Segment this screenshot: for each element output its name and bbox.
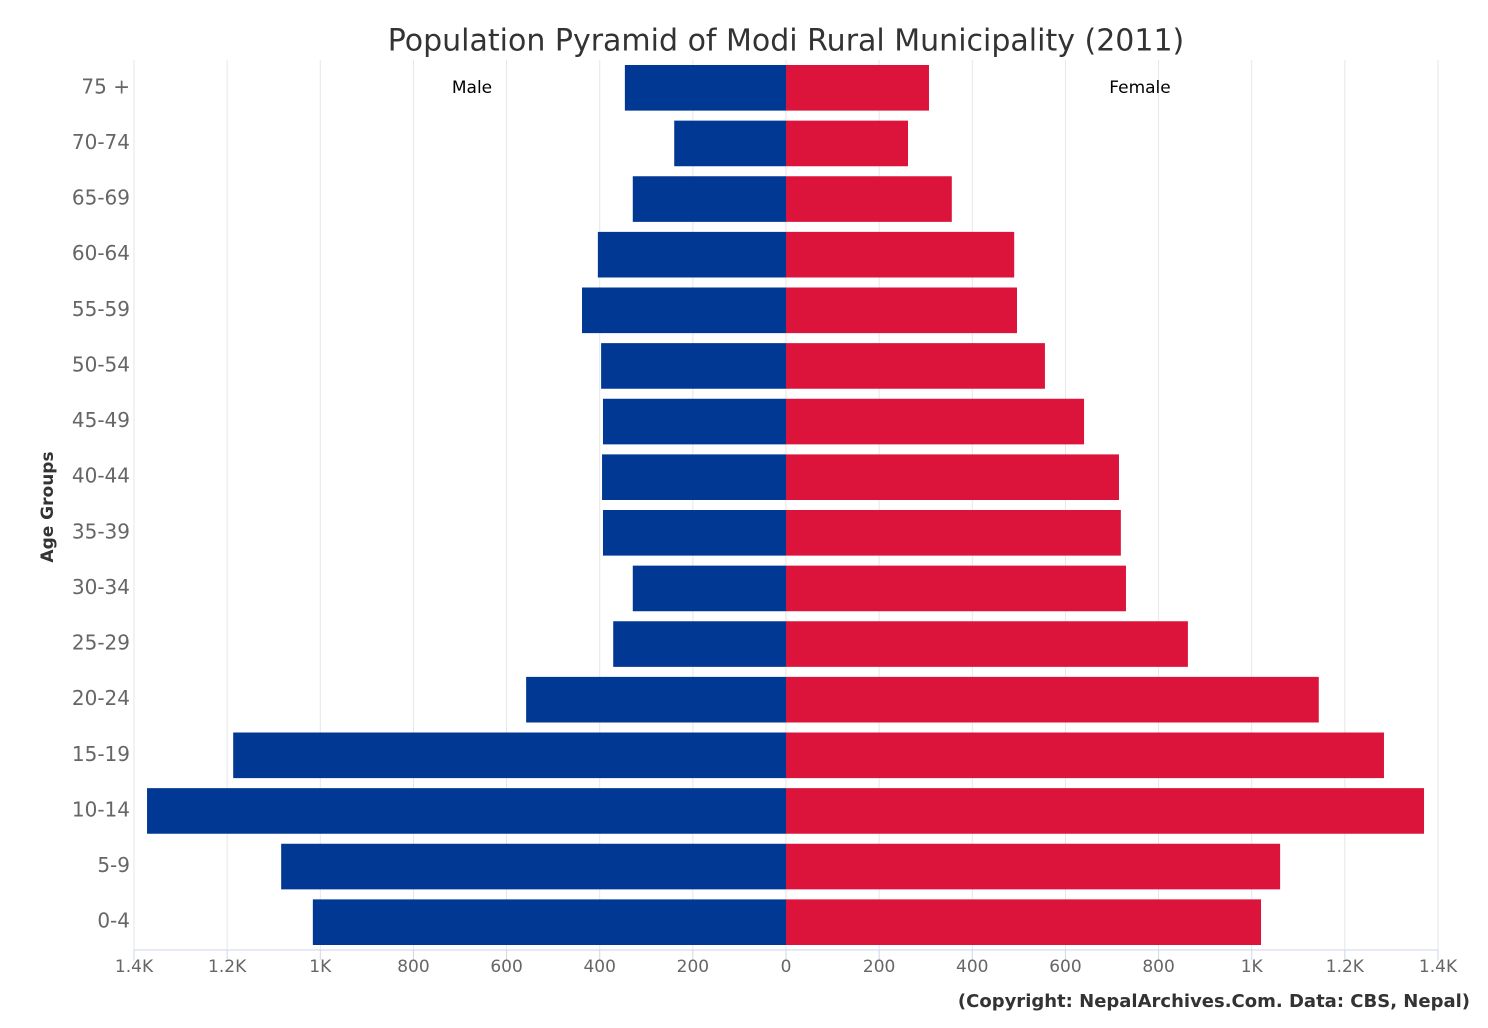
bar [786,176,952,222]
bar [674,120,786,167]
bar [786,676,1319,723]
y-tick-label: 55-59 [72,297,130,321]
bar [147,788,787,834]
x-tick-label: 200 [677,957,709,977]
bar [786,343,1045,389]
x-tick-label: 1K [309,957,332,977]
x-tick-label: 0 [781,957,792,977]
bar [786,287,1017,334]
bar [602,510,786,556]
chart-title: Population Pyramid of Modi Rural Municip… [388,24,1185,59]
bar [602,398,786,445]
x-tick-label: 200 [863,957,895,977]
y-tick-label: 10-14 [72,797,130,821]
bar [786,65,929,111]
x-tick-label: 1.2K [208,957,247,977]
bar [786,565,1126,612]
y-tick-label: 75 + [81,74,130,98]
y-tick-label: 60-64 [72,241,130,265]
x-tick-label: 600 [1049,957,1081,977]
bar [597,231,786,278]
x-tick-label: 400 [583,957,615,977]
bar [786,788,1425,834]
y-tick-label: 15-19 [72,742,130,766]
bar [786,231,1015,278]
bar [632,565,786,612]
credits: (Copyright: NepalArchives.Com. Data: CBS… [958,991,1470,1012]
series-label: Male [452,78,492,98]
y-tick-label: 20-24 [72,686,130,710]
bar [786,120,909,167]
bar [786,398,1085,445]
x-tick-label: 1.2K [1326,957,1365,977]
bar [613,621,786,667]
bar [786,621,1188,667]
bar [601,343,786,389]
x-tick-label: 1.4K [115,957,154,977]
bar [786,843,1281,890]
y-tick-label: 30-34 [72,575,130,599]
bar [786,510,1121,556]
y-tick-label: 5-9 [97,853,130,877]
bar [281,843,786,890]
bar [526,676,786,723]
y-tick-label: 0-4 [97,909,130,933]
bar [786,899,1262,945]
x-tick-label: 800 [1142,957,1174,977]
x-tick-label: 1.4K [1419,957,1458,977]
x-tick-label: 800 [397,957,429,977]
bar [312,899,786,945]
y-tick-label: 65-69 [72,186,130,210]
y-tick-label: 35-39 [72,519,130,543]
bar [786,454,1119,500]
bar [632,176,786,222]
y-tick-label: 70-74 [72,130,130,154]
bar [602,454,786,500]
bar [624,65,786,111]
y-axis-title: Age Groups [38,451,58,562]
x-tick-label: 600 [490,957,522,977]
series-label: Female [1109,78,1170,98]
x-tick-label: 400 [956,957,988,977]
y-tick-label: 45-49 [72,408,130,432]
y-tick-label: 50-54 [72,352,130,376]
bar [233,732,786,779]
x-tick-label: 1K [1241,957,1264,977]
bar [582,287,786,334]
y-tick-label: 25-29 [72,631,130,655]
bar [786,732,1384,779]
y-tick-label: 40-44 [72,464,130,488]
